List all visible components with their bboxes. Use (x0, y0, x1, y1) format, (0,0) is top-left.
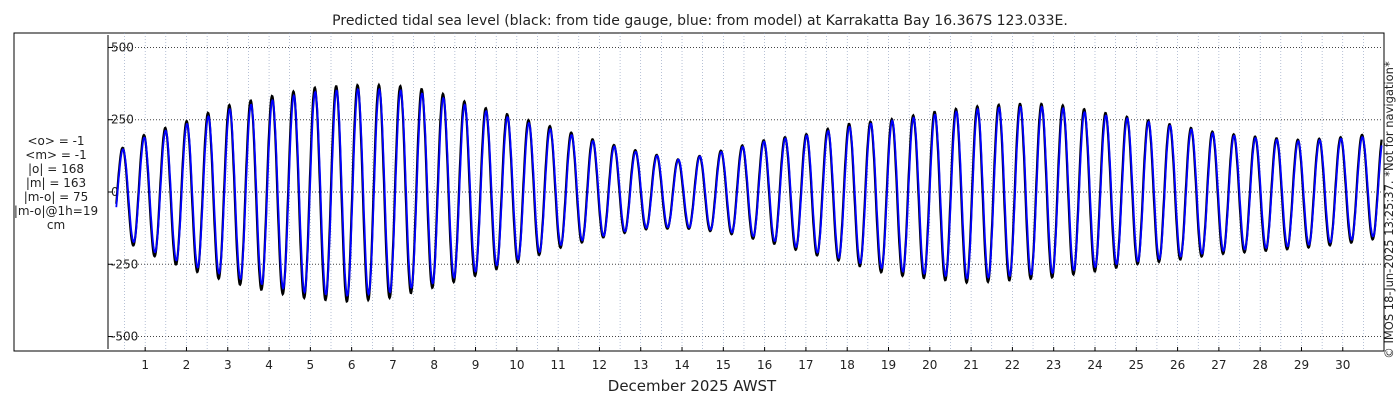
x-tick-label: 8 (430, 358, 438, 372)
stat-mean-model: <m> = -1 (25, 148, 87, 162)
x-tick-label: 19 (881, 358, 896, 372)
stat-abs-obs: |o| = 168 (27, 162, 84, 176)
x-tick-label: 21 (963, 358, 978, 372)
x-tick-label: 18 (840, 358, 855, 372)
stat-units: cm (46, 218, 66, 232)
stat-abs-diff: |m-o| = 75 (23, 190, 89, 204)
x-tick-label: 23 (1046, 358, 1061, 372)
y-tick-label: -250 (111, 257, 138, 271)
x-tick-label: 7 (389, 358, 397, 372)
series-lines (115, 82, 1383, 303)
x-tick-label: 26 (1170, 358, 1185, 372)
x-tick-label: 24 (1087, 358, 1102, 372)
y-axis: 500 250 0 -250 -500 (107, 35, 138, 349)
stat-mean-obs: <o> = -1 (27, 134, 85, 148)
x-tick-label: 10 (509, 358, 524, 372)
y-tick-label: -500 (111, 330, 138, 344)
x-tick-label: 17 (798, 358, 813, 372)
x-tick-label: 6 (348, 358, 356, 372)
copyright-credit: © IMOS 18-Jun-2025 13:25:37. *Not for na… (1382, 61, 1396, 359)
x-tick-label: 20 (922, 358, 937, 372)
series-model-line (115, 87, 1383, 297)
x-tick-label: 9 (472, 358, 480, 372)
x-axis: 1 2 3 4 5 6 7 8 9 10 11 12 13 14 15 16 17 18 19 20 21 22 23 24 2… (141, 347, 1350, 372)
y-tick-label: 500 (111, 40, 134, 54)
x-tick-label: 11 (550, 358, 565, 372)
stat-abs-model: |m| = 163 (25, 176, 87, 190)
y-tick-label: 0 (111, 185, 119, 199)
x-tick-label: 4 (265, 358, 273, 372)
x-tick-label: 3 (224, 358, 232, 372)
x-tick-label: 5 (307, 358, 315, 372)
y-tick-label: 250 (111, 113, 134, 127)
x-tick-label: 15 (716, 358, 731, 372)
x-tick-label: 22 (1005, 358, 1020, 372)
x-tick-label: 1 (141, 358, 149, 372)
chart-title: Predicted tidal sea level (black: from t… (332, 13, 1068, 29)
stat-abs-diff-1h: |m-o|@1h=19 (13, 204, 99, 218)
x-tick-label: 2 (183, 358, 191, 372)
x-tick-label: 27 (1211, 358, 1226, 372)
x-axis-label: December 2025 AWST (608, 377, 777, 395)
x-tick-label: 28 (1253, 358, 1268, 372)
x-tick-label: 25 (1129, 358, 1144, 372)
x-tick-label: 14 (674, 358, 689, 372)
x-tick-label: 30 (1335, 358, 1350, 372)
x-tick-label: 13 (633, 358, 648, 372)
x-tick-label: 16 (757, 358, 772, 372)
x-tick-label: 12 (592, 358, 607, 372)
x-tick-label: 29 (1294, 358, 1309, 372)
statistics-panel: <o> = -1 <m> = -1 |o| = 168 |m| = 163 |m… (6, 134, 106, 232)
